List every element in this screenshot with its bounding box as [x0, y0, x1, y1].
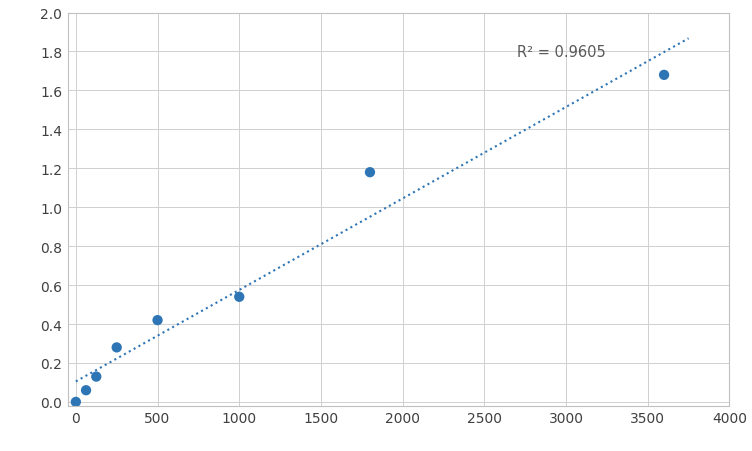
Point	[233, 294, 245, 301]
Point	[152, 317, 164, 324]
Point	[658, 72, 670, 79]
Text: R² = 0.9605: R² = 0.9605	[517, 45, 606, 60]
Point	[364, 169, 376, 176]
Point	[80, 387, 92, 394]
Point	[111, 344, 123, 351]
Point	[70, 398, 82, 405]
Point	[90, 373, 102, 380]
